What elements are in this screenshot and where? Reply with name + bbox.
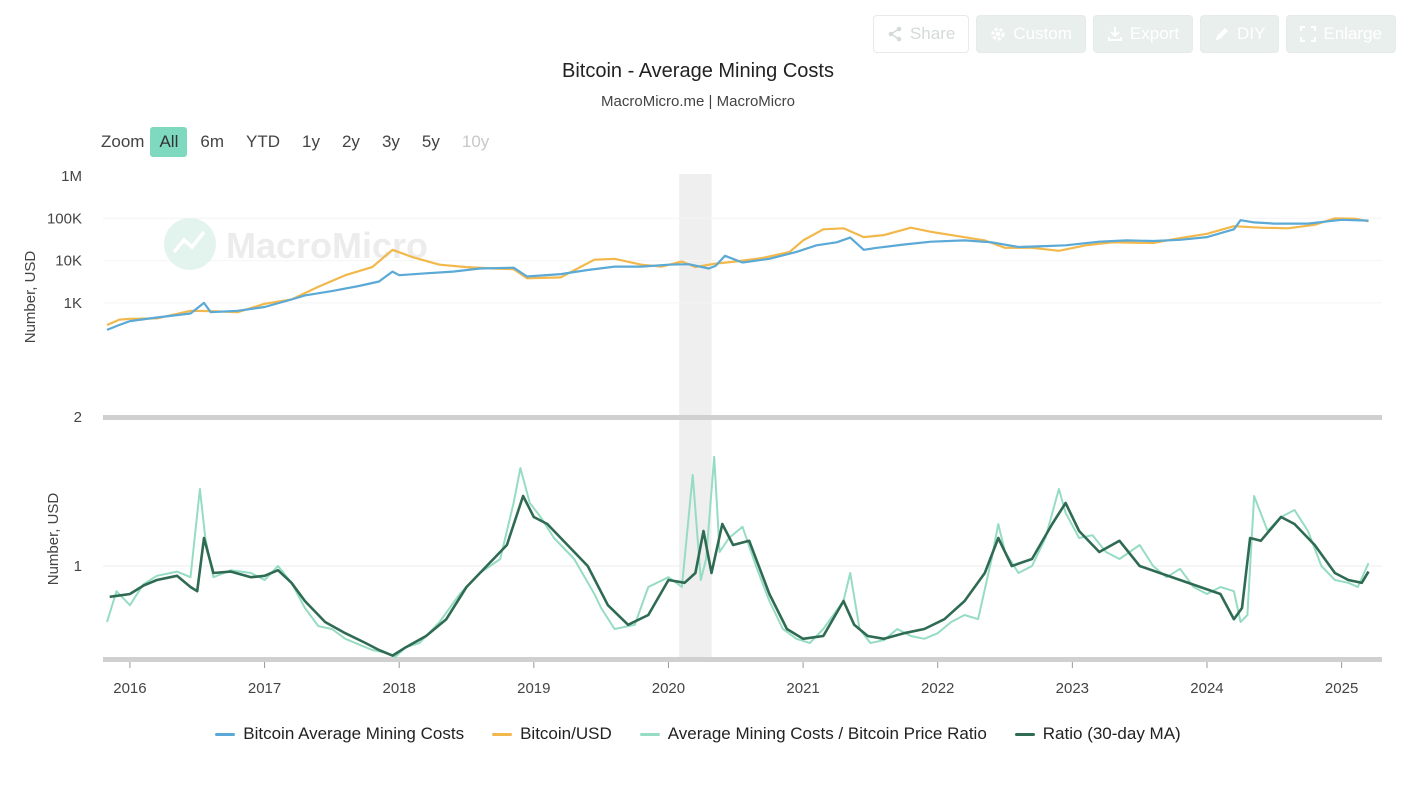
x-tick-label: 2017 (248, 680, 281, 697)
chart-toolbar: Share Custom Export DIY Enlarge (872, 15, 1396, 53)
zoom-ytd-button[interactable]: YTD (246, 132, 280, 151)
chart-legend: Bitcoin Average Mining Costs Bitcoin/USD… (0, 724, 1396, 744)
legend-item-ratio[interactable]: Average Mining Costs / Bitcoin Price Rat… (639, 724, 987, 744)
legend-swatch-ratio (639, 732, 660, 736)
x-tick-label: 2018 (383, 680, 416, 697)
legend-item-ratio-ma[interactable]: Ratio (30-day MA) (1014, 724, 1181, 744)
watermark-logo-icon (164, 218, 216, 270)
zoom-6m-button[interactable]: 6m (200, 132, 224, 151)
series-line-ratio (106, 455, 1370, 658)
chart-subtitle: MacroMicro.me | MacroMicro (601, 93, 795, 110)
x-tick-label: 2020 (652, 680, 685, 697)
x-tick-label: 2023 (1056, 680, 1089, 697)
export-label: Export (1129, 24, 1180, 43)
zoom-5y-button[interactable]: 5y (421, 132, 440, 151)
legend-swatch-ratio-ma (1014, 732, 1035, 736)
zoom-all-button[interactable]: All (150, 127, 188, 157)
legend-label-mining-costs: Bitcoin Average Mining Costs (243, 724, 465, 743)
zoom-label: Zoom (101, 132, 145, 151)
enlarge-label: Enlarge (1323, 24, 1382, 43)
top-y-tick-label: 10K (55, 253, 82, 270)
top-panel-baseline (103, 415, 1382, 420)
x-tick-label: 2021 (786, 680, 819, 697)
share-icon (888, 26, 902, 42)
bottom-panel-baseline (103, 657, 1382, 662)
custom-label: Custom (1013, 24, 1072, 43)
enlarge-button[interactable]: Enlarge (1286, 15, 1396, 53)
top-y-tick-label: 1M (61, 168, 82, 185)
legend-swatch-bitcoin-usd (492, 732, 513, 736)
share-label: Share (909, 24, 956, 43)
zoom-2y-button[interactable]: 2y (341, 132, 360, 151)
pencil-icon (1216, 28, 1229, 40)
zoom-selector: Zoom All 6m YTD 1y 2y 3y 5y 10y (101, 127, 502, 157)
legend-label-bitcoin-usd: Bitcoin/USD (520, 724, 612, 743)
series-line-ratio-ma (109, 494, 1370, 657)
series-line-mining-costs (106, 218, 1369, 331)
top-y-tick-label: 1K (64, 295, 82, 312)
legend-label-ratio: Average Mining Costs / Bitcoin Price Rat… (667, 724, 987, 743)
bottom-y-tick-label: 1 (74, 558, 82, 575)
x-tick-label: 2022 (921, 680, 954, 697)
x-tick-label: 2025 (1325, 680, 1358, 697)
chart-title: Bitcoin - Average Mining Costs (562, 60, 834, 82)
export-button[interactable]: Export (1092, 15, 1194, 53)
zoom-3y-button[interactable]: 3y (381, 132, 400, 151)
share-button[interactable]: Share (872, 15, 970, 53)
x-tick-label: 2024 (1190, 680, 1223, 697)
zoom-1y-button[interactable]: 1y (302, 132, 320, 151)
top-y-tick-label: 100K (47, 210, 82, 227)
diy-label: DIY (1237, 24, 1266, 43)
top-y-tick-label: 2 (74, 409, 82, 426)
bottom-y-axis-title: Number, USD (45, 493, 62, 586)
gear-icon (991, 27, 1005, 41)
top-y-axis-title: Number, USD (22, 251, 39, 344)
series-line-bitcoin-usd (106, 217, 1369, 327)
diy-button[interactable]: DIY (1200, 15, 1280, 53)
legend-item-mining-costs[interactable]: Bitcoin Average Mining Costs (215, 724, 464, 744)
legend-swatch-mining-costs (215, 732, 236, 736)
legend-item-bitcoin-usd[interactable]: Bitcoin/USD (492, 724, 612, 744)
expand-icon (1300, 26, 1317, 42)
x-tick-label: 2019 (517, 680, 550, 697)
legend-label-ratio-ma: Ratio (30-day MA) (1042, 724, 1181, 743)
watermark-text: MacroMicro (226, 225, 428, 266)
custom-button[interactable]: Custom (976, 15, 1086, 53)
download-icon (1107, 27, 1122, 41)
x-tick-label: 2016 (113, 680, 146, 697)
zoom-10y-button[interactable]: 10y (461, 132, 490, 151)
